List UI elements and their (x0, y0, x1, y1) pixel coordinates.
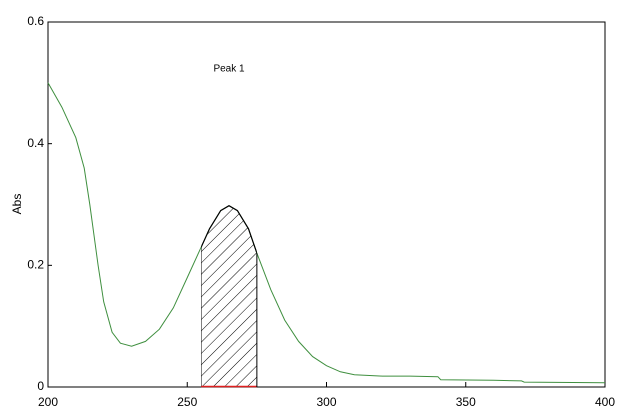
peak-area (201, 205, 257, 387)
x-tick-label: 350 (456, 395, 476, 409)
spectrum-line (47, 82, 606, 384)
y-axis-label: Abs (10, 194, 24, 215)
peak-label: Peak 1 (213, 63, 245, 74)
x-tick-label: 300 (316, 395, 336, 409)
y-tick-label: 0 (37, 379, 44, 393)
x-tick-label: 200 (38, 395, 58, 409)
plot-frame (47, 21, 606, 388)
y-tick-label: 0.6 (27, 14, 44, 28)
peak-outline (201, 205, 257, 255)
y-tick-label: 0.2 (27, 258, 44, 272)
x-tick-label: 400 (595, 395, 615, 409)
y-tick-label: 0.4 (27, 136, 44, 150)
x-tick-label: 250 (177, 395, 197, 409)
